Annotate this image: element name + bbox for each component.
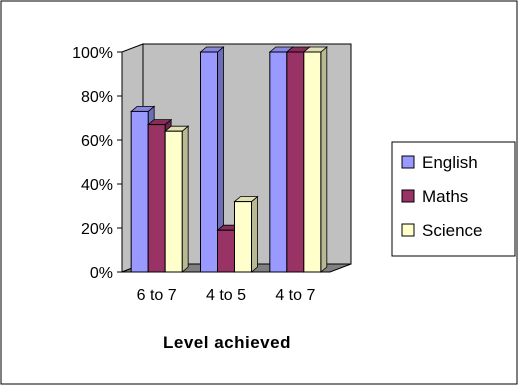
y-tick-label: 80% [81, 89, 113, 106]
x-tick-label: 6 to 7 [137, 287, 177, 304]
legend-swatch [401, 155, 415, 169]
y-tick-label: 20% [81, 221, 113, 238]
bar-side [251, 195, 258, 273]
bar [286, 51, 305, 273]
y-tick-label: 60% [81, 133, 113, 150]
bar [200, 51, 218, 273]
bar-side [320, 46, 328, 273]
legend-label: English [422, 153, 478, 172]
plot-area: 0% 20% 40% 60% 80% 100% 6 to 7 4 to 5 4 to 7 [72, 43, 352, 304]
x-tick-label: 4 to 7 [275, 287, 315, 304]
bar [130, 110, 149, 273]
bar [217, 229, 235, 273]
bar-side [181, 125, 189, 273]
legend-swatch [401, 189, 415, 203]
bar [303, 51, 322, 273]
y-tick-label: 100% [72, 45, 113, 62]
legend-label: Science [422, 221, 482, 240]
bar [164, 130, 183, 273]
legend-swatch [401, 223, 415, 237]
legend: English Maths Science [391, 141, 516, 257]
x-axis-title: Level achieved [163, 333, 291, 352]
x-tick-label: 4 to 5 [206, 287, 246, 304]
legend-label: Maths [422, 187, 468, 206]
bar [269, 51, 288, 273]
y-tick-label: 40% [81, 177, 113, 194]
y-tick-label: 0% [90, 265, 113, 282]
bar [147, 124, 166, 273]
bar [234, 201, 252, 273]
